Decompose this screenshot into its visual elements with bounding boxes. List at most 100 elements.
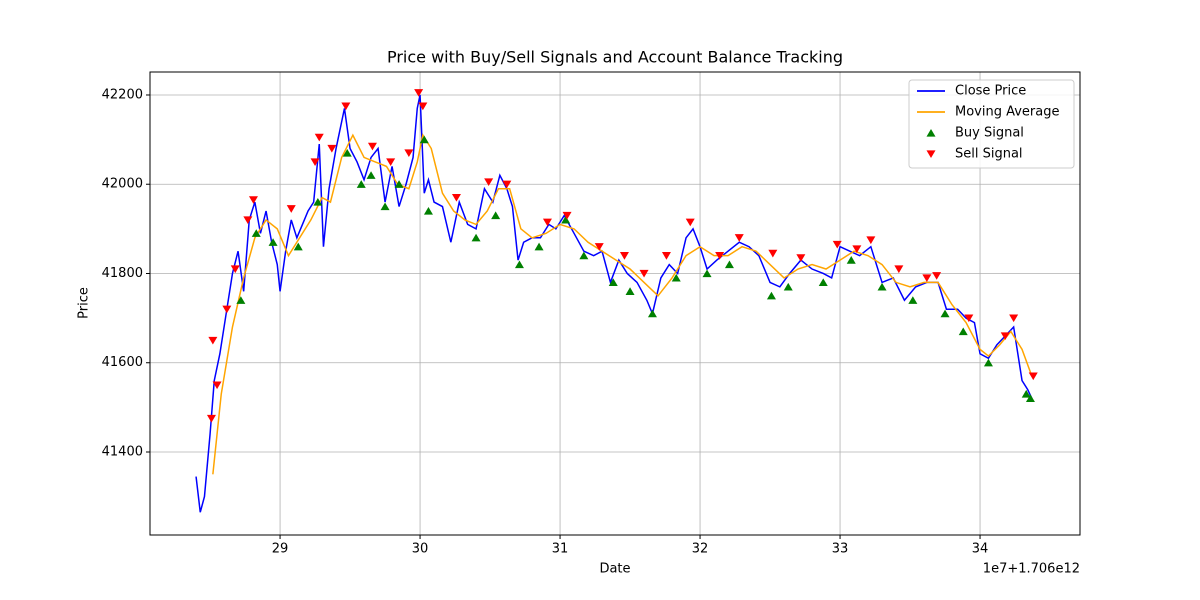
x-tick-label: 33 [832,542,849,557]
legend-box [908,79,1075,169]
buy-marker [579,251,589,260]
sell-marker [768,249,778,258]
buy-marker [342,148,352,157]
buy-marker [514,260,524,269]
sell-marker [964,314,974,323]
sell-marker [314,133,324,142]
sell-marker [243,216,253,224]
buy-marker [356,180,366,188]
sell-marker [619,252,629,260]
sell-marker [222,305,232,314]
x-tick-label: 29 [272,542,289,557]
sell-marker [1028,372,1038,381]
buy-marker [268,238,278,246]
sell-marker [310,158,320,166]
buy-marker [647,309,657,318]
sell-marker [404,149,414,158]
sell-marker [542,218,552,227]
buy-marker [394,180,404,188]
buy-marker [846,256,856,264]
y-tick-label: 41600 [102,355,143,370]
x-axis-label: Date [599,562,630,577]
buy-marker [380,202,390,211]
buy-marker [313,198,323,206]
buy-marker [561,215,571,224]
sell-marker [639,269,649,278]
legend-label: Close Price [955,84,1026,99]
buy-marker [471,233,481,242]
sell-marker [502,180,512,189]
sell-marker [484,178,494,187]
sell-marker [212,381,222,390]
x-tick-label: 32 [692,542,709,557]
sell-marker [661,252,671,260]
sell-marker [208,336,218,345]
y-tick-label: 41800 [102,266,143,281]
sell-marker [341,102,351,111]
sell-marker [594,243,604,251]
sell-marker [932,272,942,280]
sell-marker [866,236,876,245]
buy-marker [908,296,918,304]
legend: Close Price Moving Average Buy Signal Sell … [908,79,1075,169]
sell-marker [796,254,806,262]
y-tick-label: 42000 [102,177,143,192]
legend-label: Sell Signal [955,147,1023,162]
sell-marker [832,240,842,249]
y-tick-label: 41400 [102,444,143,459]
sell-marker [685,218,695,227]
buy-marker [293,242,303,251]
buy-marker [702,269,712,278]
sell-marker [206,414,216,423]
x-tick-label: 30 [412,542,429,557]
chart-title: Price with Buy/Sell Signals and Account … [387,48,843,67]
sell-marker [367,142,377,151]
buy-marker [958,327,968,336]
sell-marker [894,265,904,274]
buy-marker [724,260,734,269]
plot-frame [149,71,1081,536]
buy-marker [236,296,246,304]
sell-marker [386,158,396,166]
sell-marker [715,252,725,260]
buy-marker [534,242,544,251]
x-tick-label: 31 [552,542,569,557]
buy-marker [766,291,776,300]
price-line [212,133,1033,475]
sell-marker [414,89,424,97]
buy-marker [1025,394,1035,403]
sell-marker [852,245,862,253]
buy-marker [1021,389,1031,398]
sell-marker [248,196,258,204]
buy-marker [419,135,429,144]
buy-marker [366,171,376,179]
buy-marker [940,309,950,318]
sell-marker [327,144,337,153]
sell-marker [922,274,932,283]
buy-marker [625,287,635,295]
buy-marker [491,211,501,220]
y-axis-label: Price [77,287,92,319]
buy-marker [671,273,681,282]
buy-marker [783,282,793,291]
sell-marker [734,234,744,242]
sell-marker [286,205,296,213]
buy-marker [251,229,261,237]
sell-marker [562,211,572,220]
sell-marker [451,194,461,202]
x-offset-label: 1e7+1.706e12 [983,562,1080,577]
sell-marker [1009,314,1019,323]
sell-marker [418,102,428,111]
buy-marker [608,278,618,287]
sell-marker [1000,332,1010,341]
sell-marker [230,265,240,274]
legend-swatch [926,128,936,137]
legend-label: Buy Signal [955,126,1024,141]
buy-marker [423,206,433,215]
buy-marker [877,282,887,291]
buy-marker [818,278,828,287]
y-tick-label: 42200 [102,87,143,102]
x-tick-label: 34 [972,542,989,557]
